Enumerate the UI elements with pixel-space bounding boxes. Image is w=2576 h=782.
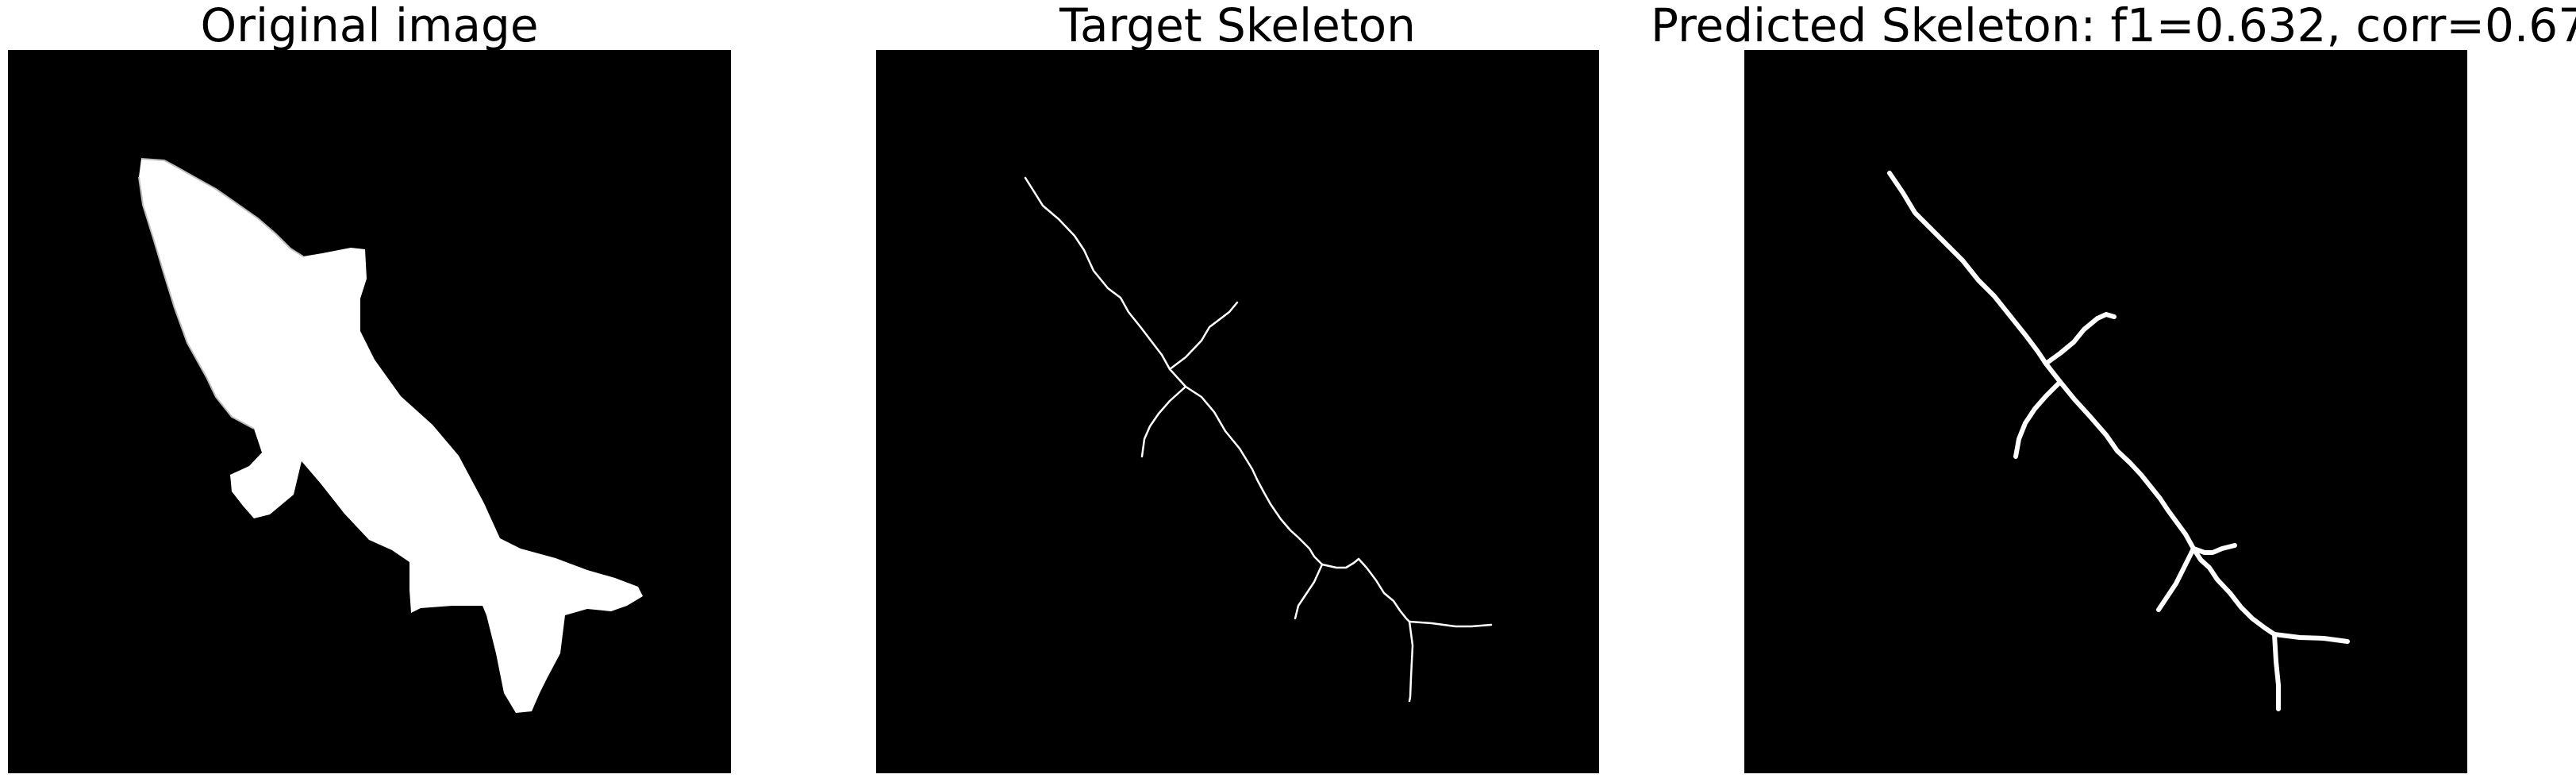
target-pelvic-spur (1321, 557, 1360, 569)
target-pectoral-branch (1140, 385, 1187, 458)
target-tail-upper (1408, 620, 1493, 628)
target-skeleton-panel (876, 50, 1599, 773)
panel-title-target: Target Skeleton (1059, 0, 1416, 52)
predicted-tail-upper (2272, 632, 2350, 644)
original-image-panel (8, 50, 731, 773)
predicted-skeleton-panel (1744, 50, 2467, 773)
predicted-tail-spine (2215, 577, 2277, 637)
predicted-tail-lower (2272, 632, 2281, 711)
skeleton-lines-icon (1024, 176, 1493, 703)
target-tail-lower (1408, 620, 1414, 703)
fish-silhouette-icon (138, 158, 643, 713)
panel-title-original: Original image (200, 0, 539, 52)
target-spine (1024, 176, 1324, 566)
predicted-pectoral-branch (2013, 379, 2063, 459)
target-tail-spine (1357, 557, 1411, 623)
fish-body (139, 159, 643, 713)
predicted-pelvic-branch (2156, 546, 2196, 612)
fish-edge-dorsal (140, 158, 304, 257)
predicted-spine (1887, 171, 2220, 582)
panel-title-predicted: Predicted Skeleton: f1=0.632, corr=0.679 (1651, 0, 2576, 52)
target-pelvic-branch (1294, 563, 1324, 620)
fish-edge-belly (138, 176, 255, 430)
skeleton-lines-icon (1887, 171, 2350, 711)
predicted-pelvic-spur (2191, 543, 2237, 555)
target-dorsal-branch (1168, 301, 1239, 371)
predicted-dorsal-branch (2043, 312, 2117, 366)
